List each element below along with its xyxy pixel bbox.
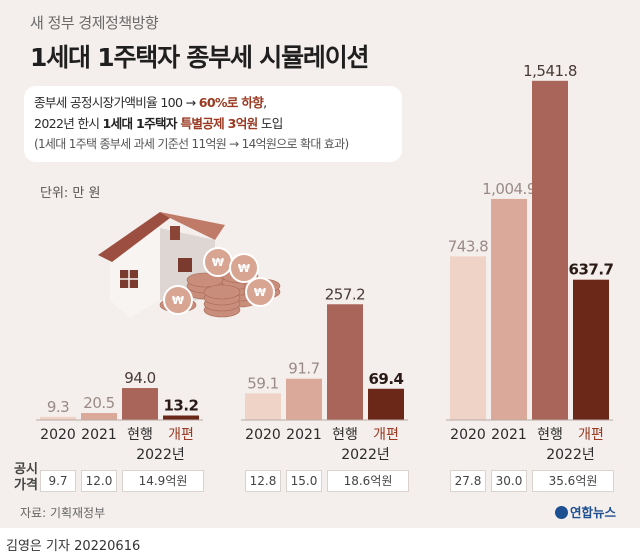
category-label-2-2: 현행 bbox=[537, 427, 563, 443]
value-label-0-3: 13.2 bbox=[163, 397, 198, 415]
group-year-label-2: 2022년 bbox=[546, 447, 595, 463]
info-line2c: 특별공제 3억원 bbox=[180, 116, 258, 131]
category-label-2-0: 2020 bbox=[450, 427, 486, 443]
bar-0-0 bbox=[40, 416, 76, 420]
bar-2-0 bbox=[450, 256, 486, 420]
info-line2d: 도입 bbox=[257, 116, 283, 131]
value-label-2-0: 743.8 bbox=[448, 237, 488, 255]
value-label-0-2: 94.0 bbox=[124, 369, 155, 387]
info-line2a: 2022년 한시 bbox=[34, 116, 103, 131]
price-box-1-2: 18.6억원 bbox=[327, 470, 409, 492]
category-label-0-3: 개편 bbox=[168, 427, 194, 443]
won-icon-0: ₩ bbox=[212, 256, 224, 269]
category-label-0-0: 2020 bbox=[40, 427, 76, 443]
value-label-2-1: 1,004.9 bbox=[482, 180, 536, 198]
price-box-2-1: 30.0 bbox=[491, 470, 527, 492]
value-label-1-3: 69.4 bbox=[368, 370, 403, 388]
bar-1-1 bbox=[286, 378, 322, 420]
category-label-1-3: 개편 bbox=[373, 427, 399, 443]
price-box-1-1: 15.0 bbox=[286, 470, 322, 492]
page-title: 1세대 1주택자 종부세 시뮬레이션 bbox=[30, 43, 370, 72]
source: 자료: 기획재정부 bbox=[20, 506, 106, 520]
value-label-1-2: 257.2 bbox=[325, 285, 365, 303]
won-icon-3: ₩ bbox=[254, 286, 266, 299]
bar-1-2 bbox=[327, 304, 363, 420]
coins-illustration: ₩ ₩ ₩ ₩ bbox=[159, 247, 281, 318]
logo-text: 연합뉴스 bbox=[570, 505, 617, 520]
value-label-0-0: 9.3 bbox=[47, 398, 69, 416]
price-box-2-2: 35.6억원 bbox=[532, 470, 614, 492]
category-label-1-0: 2020 bbox=[245, 427, 281, 443]
unit-label: 단위: 만 원 bbox=[40, 186, 101, 201]
info-line3: (1세대 1주택 종부세 과세 기준선 11억원 → 14억원으로 확대 효과) bbox=[34, 137, 349, 151]
value-label-1-1: 91.7 bbox=[288, 360, 319, 378]
bars: 9.3 2020 20.5 2021 94.0 현행 13.2 개편 2022년 59.1 2020… bbox=[36, 62, 614, 463]
category-label-1-2: 현행 bbox=[332, 427, 358, 443]
coin-face-3 bbox=[245, 277, 275, 307]
price-box-0-0: 9.7 bbox=[40, 470, 76, 492]
bar-1-0 bbox=[245, 393, 281, 420]
info-line1b: 60%로 하향 bbox=[198, 95, 264, 110]
category-label-0-1: 2021 bbox=[81, 427, 117, 443]
credit: 김영은 기자 20220616 bbox=[0, 528, 640, 559]
bar-2-2 bbox=[532, 80, 568, 420]
subtitle: 새 정부 경제정책방향 bbox=[30, 14, 159, 32]
category-label-1-1: 2021 bbox=[286, 427, 322, 443]
value-label-2-2: 1,541.8 bbox=[523, 62, 577, 80]
won-icon-2: ₩ bbox=[172, 294, 184, 307]
logo: 연합뉴스 bbox=[555, 502, 616, 521]
logo-icon bbox=[555, 506, 568, 519]
category-label-0-2: 현행 bbox=[127, 427, 153, 443]
value-label-1-0: 59.1 bbox=[247, 374, 278, 392]
coin-face-1 bbox=[229, 253, 259, 283]
bar-2-1 bbox=[491, 198, 527, 420]
category-label-2-1: 2021 bbox=[491, 427, 527, 443]
price-box-0-2: 14.9억원 bbox=[122, 470, 204, 492]
info-line2b: 1세대 1주택자 bbox=[102, 116, 181, 131]
coin-face-2 bbox=[163, 285, 193, 315]
info-line1a: 종부세 공정시장가액비율 100 → bbox=[34, 95, 199, 110]
chart: ₩ ₩ ₩ ₩ 9.3 2020 20.5 2021 94.0 현행 13.2 개편 2022년 59.… bbox=[36, 62, 614, 463]
bar-0-1 bbox=[81, 413, 117, 420]
bar-2-3 bbox=[573, 279, 609, 420]
price-box-2-0: 27.8 bbox=[450, 470, 486, 492]
value-label-0-1: 20.5 bbox=[83, 394, 114, 412]
value-label-2-3: 637.7 bbox=[569, 261, 614, 279]
price-box-0-1: 12.0 bbox=[81, 470, 117, 492]
won-icon-1: ₩ bbox=[238, 262, 250, 275]
group-year-label-0: 2022년 bbox=[136, 447, 185, 463]
price-label: 공시 가격 bbox=[14, 462, 38, 493]
bar-1-3 bbox=[368, 388, 404, 420]
group-year-label-1: 2022년 bbox=[341, 447, 390, 463]
category-label-2-3: 개편 bbox=[578, 427, 604, 443]
bar-0-3 bbox=[163, 415, 199, 420]
price-box-1-0: 12.8 bbox=[245, 470, 281, 492]
info-box: 종부세 공정시장가액비율 100 → 60%로 하향, 2022년 한시 1세대… bbox=[24, 86, 402, 162]
bar-0-2 bbox=[122, 388, 158, 420]
info-line1c: , bbox=[263, 95, 267, 110]
coin-3-3 bbox=[203, 284, 241, 300]
coin-1-2 bbox=[186, 272, 224, 288]
